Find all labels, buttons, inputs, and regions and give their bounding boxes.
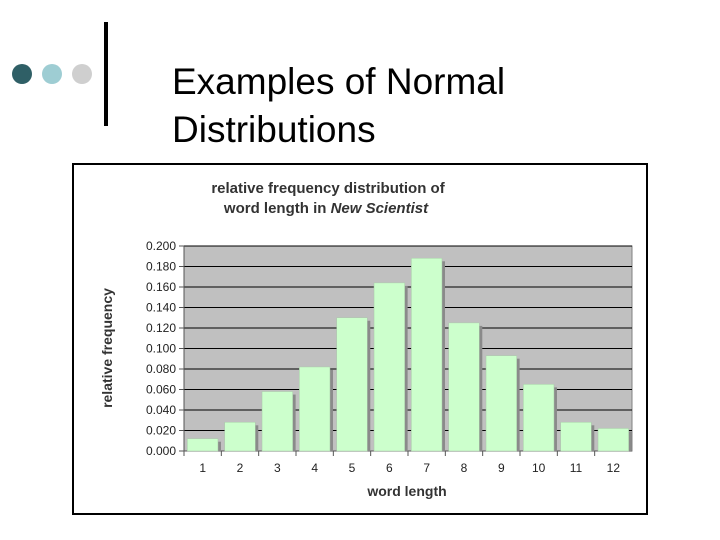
y-tick-label: 0.140 bbox=[146, 301, 176, 315]
y-tick-label: 0.100 bbox=[146, 342, 176, 356]
y-tick-label: 0.160 bbox=[146, 280, 176, 294]
bar bbox=[299, 366, 331, 452]
chart-title-line-2-italic: New Scientist bbox=[331, 200, 430, 217]
y-tick-label: 0.000 bbox=[146, 444, 176, 458]
x-tick-label: 7 bbox=[423, 461, 430, 475]
bullet-dot-dark bbox=[12, 64, 32, 84]
bar bbox=[411, 258, 443, 452]
title-divider-line bbox=[104, 22, 108, 126]
bar bbox=[597, 428, 629, 452]
x-tick-label: 6 bbox=[386, 461, 393, 475]
bar-chart: 0.000 0.020 0.040 0.060 0.080 0.100 0.120 0.140… bbox=[99, 180, 633, 499]
x-tick-label: 2 bbox=[237, 461, 244, 475]
slide-title-line-2: Distributions bbox=[172, 109, 376, 150]
y-tick-label: 0.060 bbox=[146, 383, 176, 397]
bar bbox=[261, 391, 293, 452]
slide-title-line-1: Examples of Normal bbox=[172, 61, 506, 102]
y-tick-label: 0.020 bbox=[146, 424, 176, 438]
y-tick-label: 0.080 bbox=[146, 362, 176, 376]
bullet-dot-gray bbox=[72, 64, 92, 84]
bar bbox=[560, 422, 592, 452]
bar bbox=[336, 317, 368, 452]
x-tick-label: 12 bbox=[607, 461, 621, 475]
chart-title-line-2-prefix: word length in bbox=[223, 200, 331, 217]
bar bbox=[187, 438, 219, 452]
y-tick-label: 0.040 bbox=[146, 403, 176, 417]
x-axis-label: word length bbox=[366, 483, 446, 499]
bar bbox=[224, 422, 256, 452]
x-tick-label: 5 bbox=[349, 461, 356, 475]
chart-frame: 0.000 0.020 0.040 0.060 0.080 0.100 0.120 0.140… bbox=[72, 163, 648, 515]
y-tick-label: 0.120 bbox=[146, 321, 176, 335]
chart-title-line-1: relative frequency distribution of bbox=[211, 180, 445, 197]
x-tick-label: 3 bbox=[274, 461, 281, 475]
chart-title-line-2: word length in New Scientist bbox=[223, 200, 429, 217]
x-tick-label: 10 bbox=[532, 461, 546, 475]
x-tick-label: 11 bbox=[570, 461, 583, 475]
slide-title: Examples of Normal Distributions bbox=[172, 58, 692, 154]
y-axis-label: relative frequency bbox=[99, 288, 115, 408]
bar bbox=[485, 355, 517, 452]
y-tick-label: 0.180 bbox=[146, 260, 176, 274]
y-tick-label: 0.200 bbox=[146, 239, 176, 253]
x-tick-label: 1 bbox=[199, 461, 206, 475]
bar bbox=[373, 282, 405, 452]
x-tick-label: 9 bbox=[498, 461, 505, 475]
bar bbox=[523, 384, 555, 452]
x-tick-label: 4 bbox=[311, 461, 318, 475]
x-tick-label: 8 bbox=[461, 461, 468, 475]
bullet-dot-light bbox=[42, 64, 62, 84]
bar bbox=[448, 322, 480, 452]
